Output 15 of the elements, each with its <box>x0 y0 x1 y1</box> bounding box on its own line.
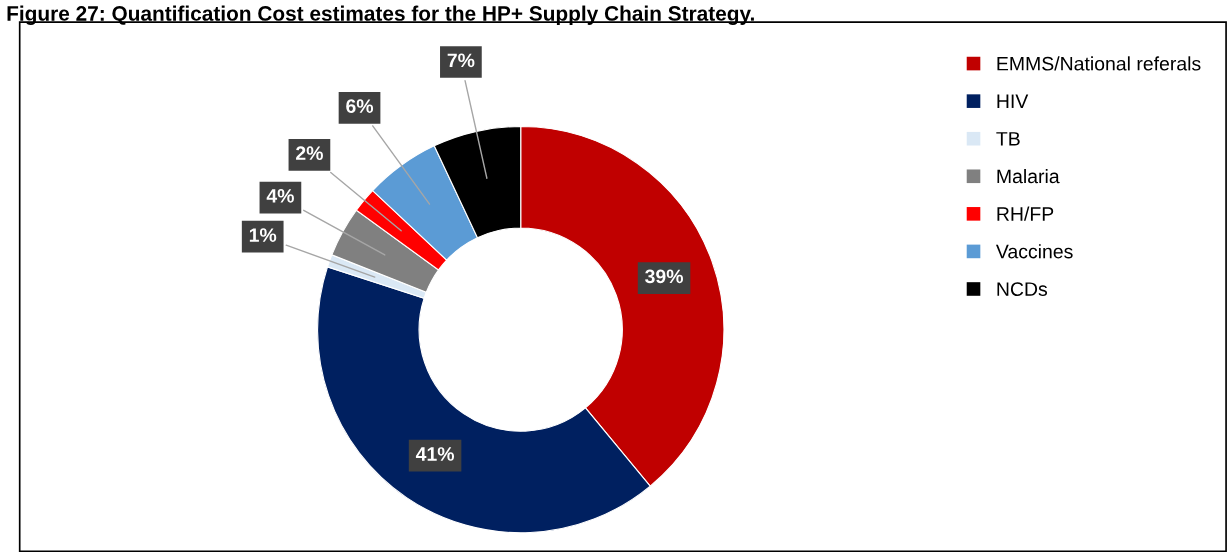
data-label: 7% <box>447 53 475 68</box>
legend-label: RH/FP <box>997 206 1054 221</box>
legend-label: TB <box>996 132 1020 146</box>
legend-label: NCDs <box>997 282 1048 296</box>
data-label: 2% <box>296 146 323 161</box>
data-label: 1% <box>249 228 277 242</box>
data-label: 6% <box>346 99 374 113</box>
chart-title: Figure 27: Quantification Cost estimates for the HP+ Supply Chain Strategy. <box>7 5 754 26</box>
legend-label: Malaria <box>997 168 1060 184</box>
data-label: 4% <box>266 189 294 203</box>
legend-label: Vaccines <box>995 244 1073 259</box>
data-label: 41% <box>415 447 455 461</box>
data-label: 39% <box>645 269 684 284</box>
legend-label: HIV <box>997 94 1029 108</box>
legend-label: EMMS/National referals <box>997 56 1201 71</box>
